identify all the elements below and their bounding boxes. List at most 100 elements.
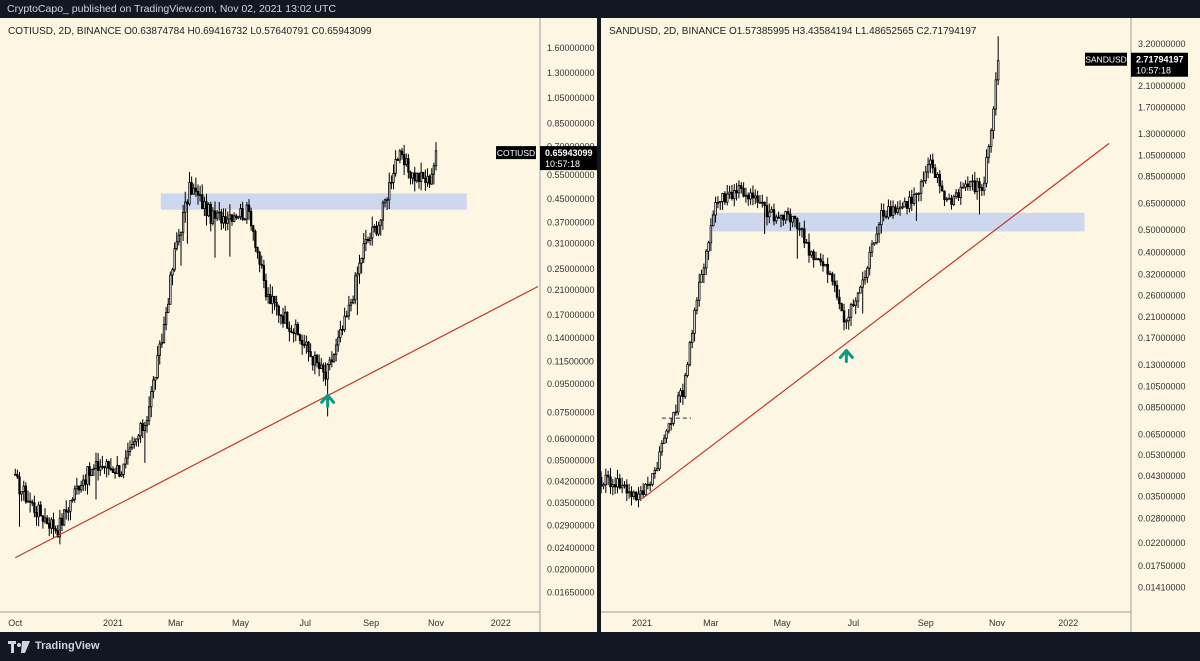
candle-body <box>833 280 836 286</box>
candle-body <box>791 215 794 223</box>
candle-body <box>702 267 706 275</box>
candle-body <box>763 201 766 206</box>
tradingview-logo-icon[interactable] <box>8 641 30 653</box>
candle-body <box>903 201 906 208</box>
trendline[interactable] <box>14 285 539 559</box>
candle-body <box>37 504 40 518</box>
candle-body <box>698 281 701 301</box>
candle-body <box>65 509 68 513</box>
candle-body <box>213 210 217 219</box>
candle-body <box>611 484 615 488</box>
tradingview-brand[interactable]: TradingView <box>35 640 100 652</box>
candle-body <box>947 197 951 200</box>
candle-body <box>394 159 397 174</box>
candle-body <box>807 241 811 256</box>
candle-body <box>360 258 363 264</box>
candle-body <box>122 463 125 475</box>
trendline[interactable] <box>641 142 1110 500</box>
candle-body <box>887 206 890 218</box>
candle-body <box>632 491 636 497</box>
y-tick-label: 0.55000000 <box>547 170 595 180</box>
candle-body <box>43 517 47 522</box>
candle-body <box>831 273 834 282</box>
candle-body <box>765 205 769 218</box>
candle-body <box>322 364 325 373</box>
coti-chart-svg[interactable]: 1.60000000 1.30000000 1.05000000 0.85000000… <box>0 18 597 632</box>
candle-body <box>966 183 970 188</box>
candle-body <box>264 280 268 298</box>
candle-body <box>870 243 874 253</box>
candle-body <box>375 225 378 235</box>
candle-body <box>873 242 876 245</box>
sand-chart-svg[interactable]: 3.200000002.600000002.100000001.70000000… <box>601 18 1200 632</box>
candle-body <box>894 206 897 213</box>
candle-body <box>228 214 232 220</box>
candle-body <box>245 204 249 220</box>
candle-body <box>908 196 911 209</box>
candle-body <box>230 214 234 222</box>
candle-body <box>695 299 699 311</box>
candle-body <box>943 190 946 200</box>
candle-body <box>924 171 927 181</box>
candle-body <box>128 447 132 453</box>
candle-body <box>712 214 715 227</box>
chart-panel-sand[interactable]: 3.200000002.600000002.100000001.70000000… <box>601 18 1200 632</box>
candle-body <box>705 250 708 269</box>
candle-body <box>648 483 652 486</box>
candle-body <box>373 225 376 228</box>
candle-body <box>824 263 827 267</box>
candle-body <box>884 215 888 218</box>
up-arrow-icon[interactable] <box>320 393 336 408</box>
candle-body <box>343 315 346 330</box>
candle-body <box>989 130 993 147</box>
chart-panel-coti[interactable]: 1.60000000 1.30000000 1.05000000 0.85000000… <box>0 18 597 632</box>
candle-body <box>143 425 147 432</box>
bar-countdown: 10:57:18 <box>545 159 580 169</box>
candle-body <box>639 490 643 495</box>
candle-body <box>625 484 629 494</box>
candle-body <box>96 461 100 471</box>
candle-body <box>303 344 306 346</box>
candle-body <box>723 193 727 203</box>
candle-body <box>269 294 272 305</box>
footer-bar: TradingView <box>0 632 1200 661</box>
y-tick-label: 0.45000000 <box>547 194 595 204</box>
candle-body <box>749 192 752 200</box>
candle-body <box>171 269 174 276</box>
candle-body <box>693 309 696 334</box>
up-arrow-icon[interactable] <box>838 348 854 363</box>
candle-body <box>618 478 622 489</box>
candle-body <box>432 165 436 175</box>
candle-body <box>254 231 257 248</box>
y-tick-label: 0.17000000 <box>547 310 595 320</box>
candle-body <box>209 203 212 224</box>
candle-body <box>952 195 956 205</box>
candle-body <box>20 491 23 495</box>
candle-body <box>82 479 85 486</box>
candle-body <box>772 209 776 222</box>
candle-body <box>239 208 242 218</box>
candle-body <box>779 214 783 219</box>
candle-body <box>667 423 671 432</box>
candle-body <box>130 443 134 449</box>
candle-body <box>271 295 274 305</box>
candle-body <box>964 183 967 188</box>
x-tick-label: Jul <box>300 618 312 628</box>
y-tick-label: 1.05000000 <box>547 93 595 103</box>
y-tick-label: 0.13000000 <box>1138 360 1186 370</box>
candle-body <box>896 208 899 213</box>
candle-body <box>39 504 42 517</box>
candle-body <box>733 190 736 199</box>
candles <box>601 36 1000 508</box>
candle-body <box>252 225 255 232</box>
candle-body <box>86 466 89 485</box>
candle-body <box>413 172 416 182</box>
candle-body <box>676 395 680 413</box>
bar-countdown: 10:57:18 <box>1136 66 1171 76</box>
candle-body <box>33 502 36 513</box>
candle-body <box>315 354 319 363</box>
candle-body <box>838 296 841 305</box>
candle-body <box>875 233 878 244</box>
